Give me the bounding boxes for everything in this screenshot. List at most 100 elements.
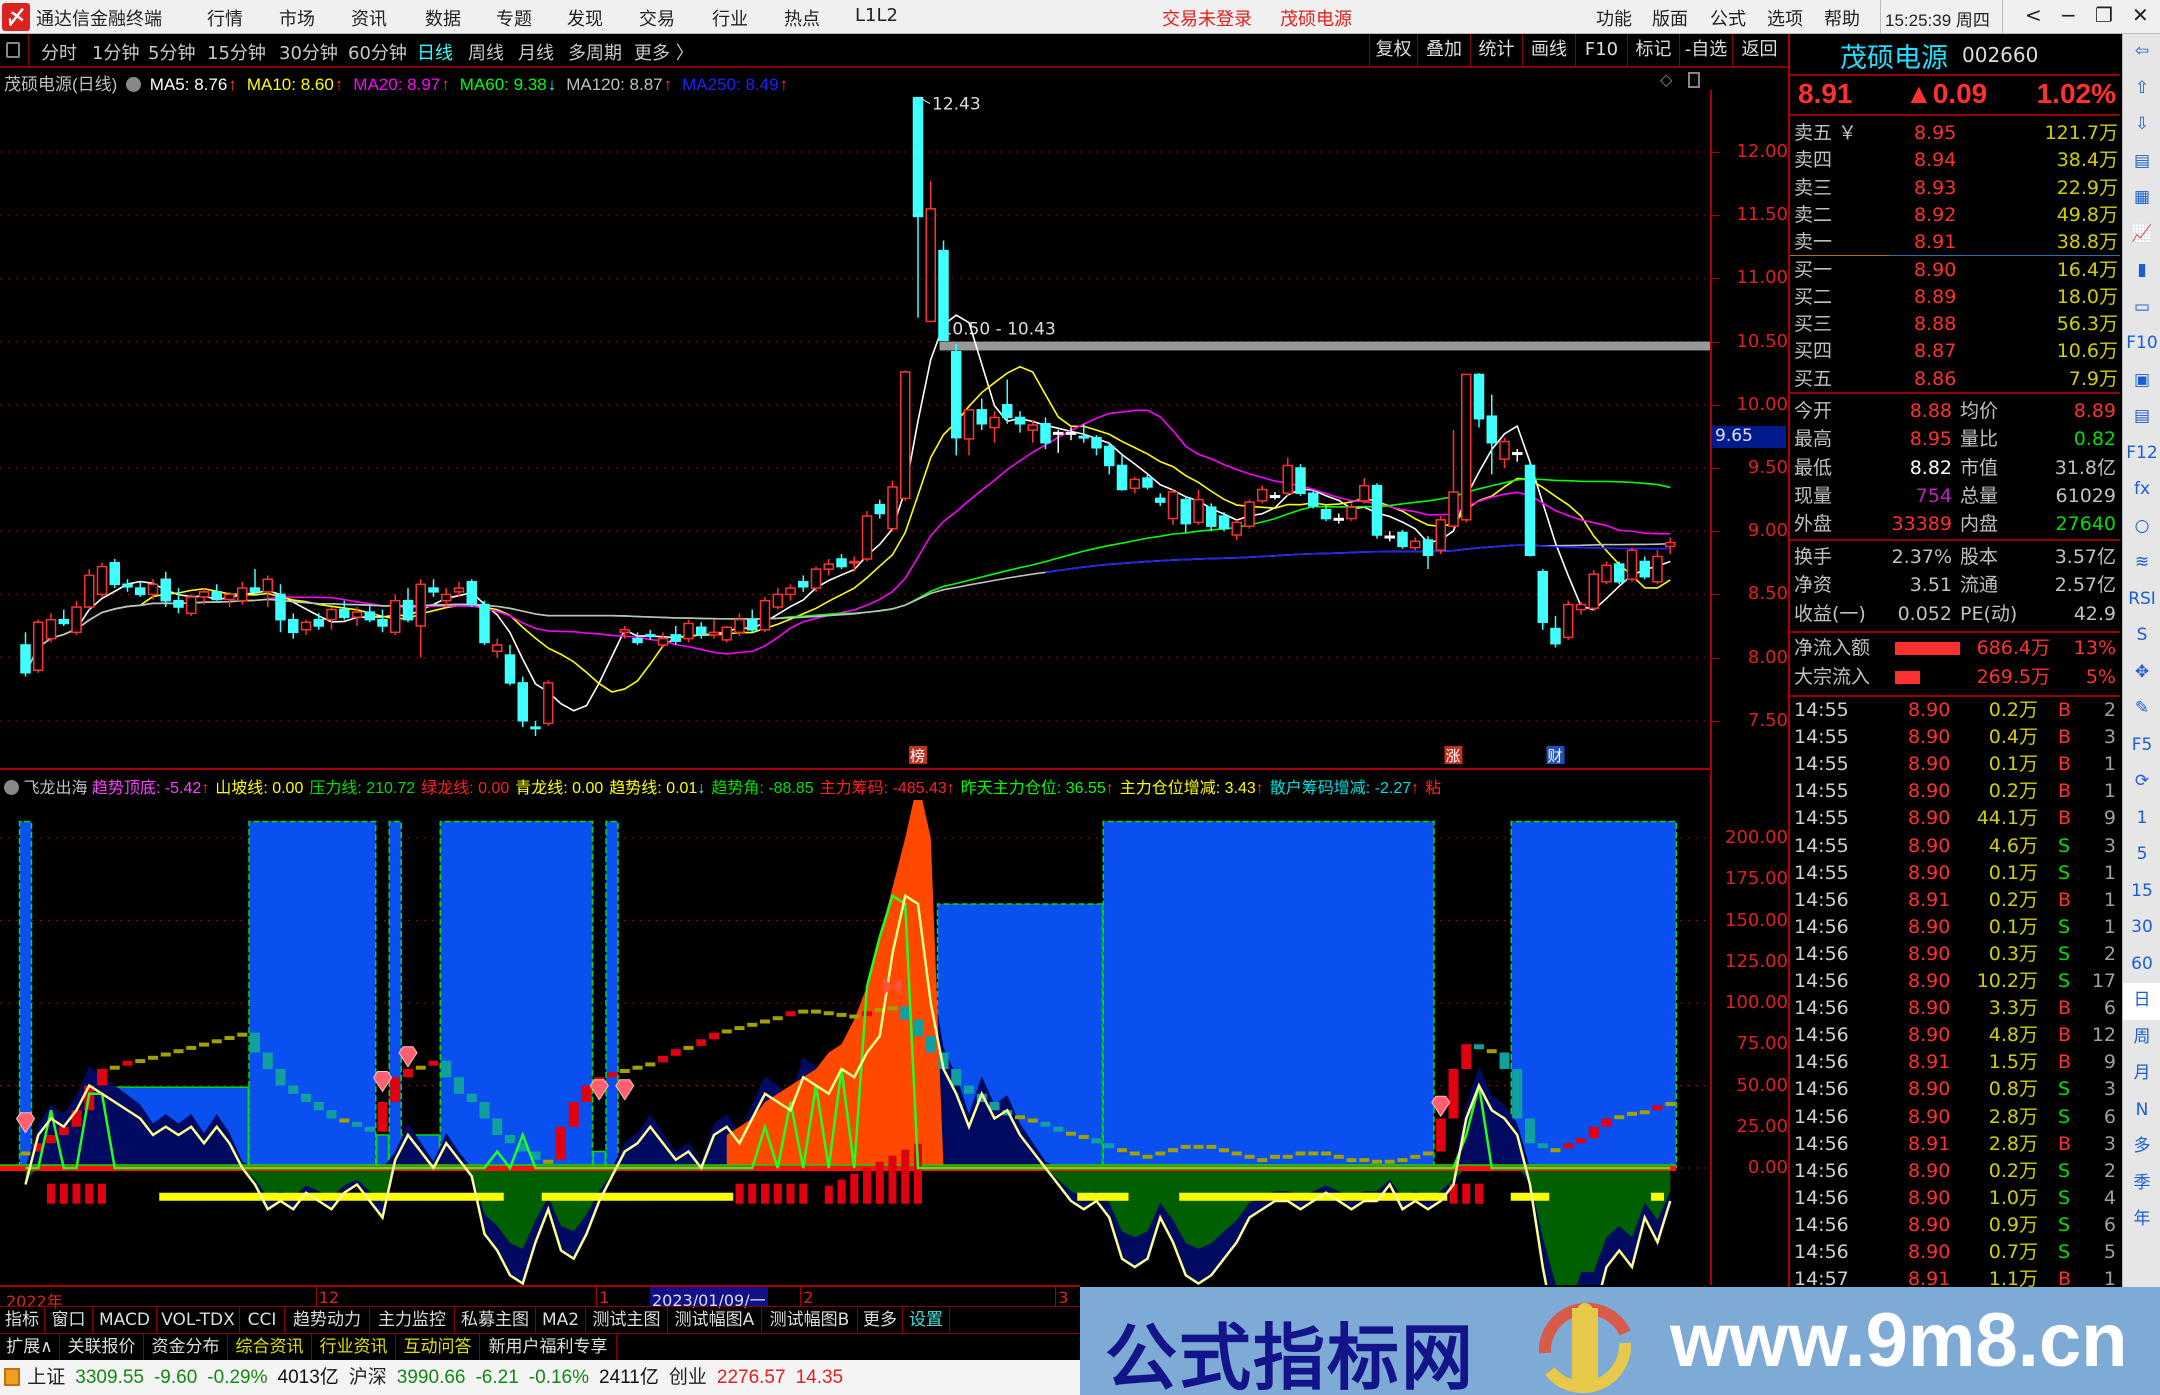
- period-30-button[interactable]: 30: [2131, 917, 2153, 937]
- period-1-button[interactable]: 1: [2136, 807, 2148, 828]
- news-icon[interactable]: ▤: [2133, 406, 2151, 426]
- extension-tab[interactable]: 综合资讯: [228, 1334, 312, 1361]
- period-tab[interactable]: 多周期: [568, 43, 622, 64]
- window-icon[interactable]: ▭: [2133, 296, 2151, 317]
- toolbar-button[interactable]: 标记: [1627, 34, 1679, 66]
- indicator-chart[interactable]: [0, 800, 1710, 1285]
- status-item[interactable]: 沪深: [348, 1367, 387, 1388]
- back-arrow-icon[interactable]: ⇦: [2134, 41, 2150, 61]
- toolbar-button[interactable]: 返回: [1732, 34, 1786, 66]
- restore-button[interactable]: ❐: [2095, 3, 2113, 27]
- info-icon[interactable]: ▣: [2133, 369, 2151, 390]
- s-icon[interactable]: S: [2136, 625, 2148, 645]
- order-price[interactable]: 8.87: [1914, 340, 1957, 363]
- period-tab[interactable]: 30分钟: [279, 43, 338, 64]
- extension-tab[interactable]: 关联报价: [60, 1334, 144, 1361]
- move-icon[interactable]: ✥: [2134, 661, 2150, 682]
- period-tab[interactable]: 5分钟: [148, 43, 196, 64]
- panel-toggle-icon[interactable]: [6, 42, 20, 58]
- period-year-button[interactable]: 年: [2133, 1209, 2151, 1229]
- close-button[interactable]: ✕: [2132, 3, 2149, 27]
- back-button[interactable]: <: [2025, 3, 2042, 27]
- f5-icon[interactable]: F5: [2131, 734, 2153, 755]
- indicator-tab[interactable]: 测试主图: [586, 1307, 668, 1334]
- indicator-tab[interactable]: MA2: [536, 1307, 586, 1334]
- order-price[interactable]: 8.91: [1914, 231, 1957, 254]
- period-60-button[interactable]: 60: [2131, 953, 2153, 974]
- down-arrow-icon[interactable]: ⇩: [2134, 114, 2150, 134]
- indicator-tab[interactable]: 测试幅图B: [762, 1307, 858, 1334]
- order-price[interactable]: 8.94: [1914, 149, 1957, 172]
- menu-quotes[interactable]: 行情: [207, 9, 243, 30]
- status-item[interactable]: 上证: [27, 1367, 66, 1388]
- trade-login-status[interactable]: 交易未登录: [1162, 9, 1252, 30]
- candlestick-chart[interactable]: 10.50 - 10.43 12.43 榜 涨 财: [0, 68, 1710, 768]
- menu-help[interactable]: 帮助: [1824, 9, 1860, 30]
- f10-icon[interactable]: F10: [2126, 333, 2158, 353]
- extension-tab[interactable]: 行业资讯: [312, 1334, 396, 1361]
- toolbar-button[interactable]: 画线: [1522, 34, 1575, 66]
- layout-toggle-icon[interactable]: [1688, 72, 1700, 88]
- indicator-tab[interactable]: VOL-TDX: [157, 1307, 240, 1334]
- menu-news[interactable]: 资讯: [351, 9, 387, 30]
- period-tab[interactable]: 15分钟: [207, 43, 266, 64]
- menu-industry[interactable]: 行业: [712, 9, 748, 30]
- period-tab[interactable]: 周线: [468, 43, 504, 64]
- menu-trade[interactable]: 交易: [639, 9, 675, 30]
- diamond-icon[interactable]: ◇: [1660, 70, 1673, 89]
- period-day-button[interactable]: 日: [2123, 983, 2160, 1020]
- indicator-tab[interactable]: 趋势动力: [285, 1307, 370, 1334]
- period-tab[interactable]: 更多 〉: [634, 43, 694, 64]
- menu-market[interactable]: 市场: [279, 9, 315, 30]
- circle-icon[interactable]: ○: [2134, 515, 2150, 536]
- menu-discover[interactable]: 发现: [567, 9, 603, 30]
- indicator-tab[interactable]: 主力监控: [370, 1307, 455, 1334]
- line-chart-icon[interactable]: 📈: [2131, 223, 2153, 244]
- period-tab[interactable]: 分时: [41, 43, 77, 64]
- wave-icon[interactable]: ≋: [2134, 552, 2150, 572]
- extension-tab[interactable]: 新用户福利专享: [480, 1334, 617, 1361]
- order-price[interactable]: 8.93: [1914, 176, 1957, 199]
- menu-topics[interactable]: 专题: [496, 9, 532, 30]
- grid-icon[interactable]: ▦: [2133, 187, 2151, 207]
- toolbar-button[interactable]: 叠加: [1417, 34, 1470, 66]
- indicator-tab[interactable]: 设置: [903, 1307, 950, 1334]
- period-15-button[interactable]: 15: [2131, 880, 2153, 901]
- indicator-dropdown-icon[interactable]: [4, 780, 19, 795]
- period-month-button[interactable]: 月: [2133, 1063, 2151, 1083]
- menu-hot[interactable]: 热点: [784, 9, 820, 30]
- period-tab[interactable]: 月线: [518, 43, 554, 64]
- indicator-tab[interactable]: 指标: [0, 1307, 45, 1334]
- minimize-button[interactable]: −: [2060, 3, 2077, 27]
- order-price[interactable]: 8.95: [1914, 122, 1957, 144]
- f12-icon[interactable]: F12: [2126, 442, 2158, 463]
- order-price[interactable]: 8.90: [1914, 258, 1957, 281]
- menu-function[interactable]: 功能: [1596, 9, 1632, 30]
- period-season-button[interactable]: 季: [2133, 1172, 2151, 1193]
- period-multi-button[interactable]: 多: [2133, 1136, 2151, 1156]
- toolbar-button[interactable]: 复权: [1369, 34, 1417, 66]
- extension-tab[interactable]: 扩展∧: [0, 1334, 60, 1361]
- rsi-icon[interactable]: RSI: [2128, 588, 2156, 609]
- toolbar-button[interactable]: F10: [1575, 34, 1627, 66]
- menu-l1l2[interactable]: L1L2: [855, 5, 898, 26]
- period-week-button[interactable]: 周: [2133, 1026, 2151, 1047]
- index-icon[interactable]: [4, 1368, 20, 1386]
- extension-tab[interactable]: 资金分布: [144, 1334, 228, 1361]
- indicator-tab[interactable]: 窗口: [45, 1307, 93, 1334]
- kline-icon[interactable]: ▮: [2137, 260, 2147, 280]
- period-tab[interactable]: 60分钟: [348, 43, 407, 64]
- menu-data[interactable]: 数据: [425, 9, 461, 30]
- indicator-tab[interactable]: 私募主图: [455, 1307, 536, 1334]
- menu-layout[interactable]: 版面: [1652, 9, 1688, 30]
- period-5-button[interactable]: 5: [2136, 844, 2148, 864]
- pencil-icon[interactable]: ✎: [2134, 698, 2150, 718]
- quote-list-icon[interactable]: ▤: [2133, 150, 2151, 171]
- formula-icon[interactable]: fx: [2133, 479, 2151, 499]
- toolbar-button[interactable]: -自选: [1679, 34, 1732, 66]
- extension-tab[interactable]: 互动问答: [396, 1334, 480, 1361]
- status-item[interactable]: 创业: [668, 1367, 707, 1388]
- indicator-tab[interactable]: 更多: [858, 1307, 903, 1334]
- indicator-tab[interactable]: 测试幅图A: [668, 1307, 762, 1334]
- settings-dropdown-icon[interactable]: [126, 77, 142, 92]
